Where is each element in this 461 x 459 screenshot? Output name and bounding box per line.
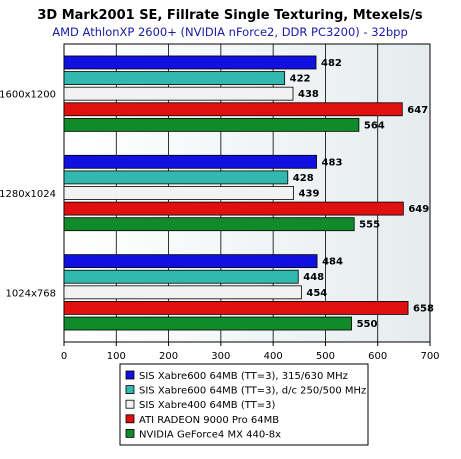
data-label: 428 — [293, 173, 314, 184]
chart-subtitle: AMD AthlonXP 2600+ (NVIDIA nForce2, DDR … — [52, 25, 408, 39]
bar — [63, 254, 318, 269]
legend-entry: SIS Xabre600 64MB (TT=3), d/c 250/500 MH… — [139, 386, 366, 397]
chart-title: 3D Mark2001 SE, Fillrate Single Texturin… — [37, 8, 423, 23]
legend-swatch — [125, 428, 135, 438]
legend-entry: SIS Xabre400 64MB (TT=3) — [139, 400, 276, 411]
bar — [63, 117, 360, 132]
bar — [63, 71, 286, 85]
bar — [63, 285, 302, 300]
legend-entry: ATI RADEON 9000 Pro 64MB — [139, 415, 279, 426]
legend-entry: NVIDIA GeForce4 MX 440-8x — [139, 429, 281, 440]
x-tick-label: 200 — [159, 351, 178, 362]
bar — [63, 102, 403, 117]
data-label: 550 — [357, 319, 378, 330]
category-labels: 1600x1200 1280x1024 1024x768 — [0, 90, 56, 300]
bar — [63, 154, 317, 169]
legend-swatch — [125, 370, 135, 380]
bar — [63, 269, 299, 284]
data-label: 658 — [413, 303, 434, 314]
category-label: 1600x1200 — [0, 90, 56, 101]
bar — [63, 217, 355, 232]
data-label: 454 — [306, 288, 327, 299]
legend-swatch — [125, 399, 135, 409]
category-label: 1024x768 — [6, 288, 56, 299]
bar — [63, 55, 317, 70]
data-label: 483 — [322, 157, 343, 168]
x-tick-label: 700 — [420, 351, 439, 362]
bar — [63, 186, 294, 200]
data-label: 649 — [408, 204, 429, 215]
legend-box — [119, 363, 369, 446]
x-tick-label: 600 — [368, 351, 387, 362]
legend: SIS Xabre600 64MB (TT=3), 315/630 MHz SIS… — [119, 363, 369, 446]
data-label: 448 — [303, 272, 324, 283]
data-label: 422 — [290, 74, 311, 85]
x-tick-label: 500 — [316, 351, 335, 362]
x-tick-label: 0 — [61, 351, 67, 362]
data-label: 564 — [364, 120, 385, 131]
data-label: 647 — [407, 105, 428, 116]
bar — [63, 170, 289, 185]
bar — [63, 301, 409, 315]
bar — [63, 86, 294, 101]
value-labels: 482 422 438 647 564 483 428 439 649 555 484 448 454 6… — [290, 58, 434, 330]
x-axis: 0 100 200 300 400 500 600 700 — [61, 342, 440, 362]
category-label: 1280x1024 — [0, 189, 56, 200]
legend-swatch — [125, 414, 135, 424]
bar — [63, 316, 352, 331]
data-label: 484 — [322, 257, 343, 268]
x-tick-label: 400 — [264, 351, 283, 362]
data-label: 439 — [299, 189, 320, 200]
legend-entry: SIS Xabre600 64MB (TT=3), 315/630 MHz — [139, 371, 348, 382]
data-label: 555 — [359, 220, 380, 231]
data-label: 438 — [298, 89, 319, 100]
data-label: 482 — [321, 58, 342, 69]
bar — [63, 201, 404, 216]
x-tick-label: 100 — [107, 351, 126, 362]
x-tick-label: 300 — [211, 351, 230, 362]
legend-swatch — [125, 385, 135, 395]
bars — [63, 55, 409, 331]
